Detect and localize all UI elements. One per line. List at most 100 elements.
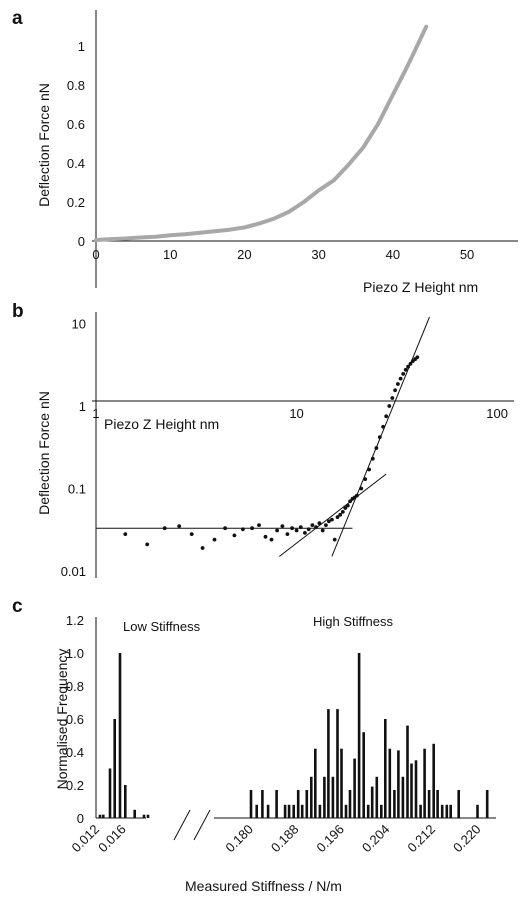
histogram-bar xyxy=(348,790,352,818)
data-point xyxy=(314,525,318,530)
data-point xyxy=(355,493,359,498)
panel-a-ticks: 0 10 20 30 40 50 0 0.2 0.4 0.6 0.8 1 xyxy=(67,39,474,262)
data-point xyxy=(177,524,182,528)
panel-c-ylabel: Normalised Frequency xyxy=(54,649,70,790)
histogram-bar xyxy=(296,790,300,818)
panel-c-xtick-label: 0.204 xyxy=(359,822,393,856)
data-point xyxy=(393,388,397,393)
histogram-bar xyxy=(393,790,396,818)
data-point xyxy=(377,435,382,439)
panel-a-ytick-label: 0 xyxy=(78,234,85,249)
data-point xyxy=(123,532,128,536)
data-point xyxy=(332,537,337,542)
panel-c: c Normalised Frequency Measured Stiffnes… xyxy=(12,596,496,894)
panel-a-xtick-label: 40 xyxy=(386,247,400,262)
data-point xyxy=(335,515,340,519)
data-point xyxy=(406,364,410,369)
data-point xyxy=(212,537,217,542)
panel-b-plot xyxy=(96,316,430,557)
data-point xyxy=(338,512,343,517)
histogram-bar xyxy=(384,719,387,818)
histogram-bar xyxy=(370,786,374,818)
histogram-bar xyxy=(344,804,348,818)
panel-a-xtick-label: 0 xyxy=(92,247,99,262)
panel-c-xtick-label: 0.220 xyxy=(450,822,484,856)
histogram-bar xyxy=(423,748,426,818)
panel-c-ytick-label: 0.2 xyxy=(66,778,84,793)
panel-c-plot xyxy=(98,653,489,819)
histogram-bar xyxy=(340,748,343,818)
histogram-bar xyxy=(353,758,356,818)
histogram-bar xyxy=(401,776,405,819)
data-point xyxy=(396,382,400,386)
panel-a-ytick-label: 0.8 xyxy=(67,78,85,93)
panel-c-xtick-label: 0.180 xyxy=(222,822,256,856)
histogram-bar xyxy=(255,804,258,818)
histogram-bar xyxy=(249,790,253,818)
histogram-bar xyxy=(336,709,339,818)
panel-b-xtick-label: 10 xyxy=(289,406,303,421)
histogram-bar xyxy=(300,804,304,818)
histogram-bar xyxy=(388,748,392,818)
data-point xyxy=(310,523,315,527)
histogram-bar xyxy=(310,776,313,819)
histogram-bar xyxy=(406,725,409,818)
histogram-bar xyxy=(457,790,460,818)
panel-c-xtick-label: 0.212 xyxy=(404,822,438,856)
panel-b-ticks: 1 10 100 10 1 0.1 0.01 xyxy=(61,317,508,579)
histogram-bar xyxy=(445,804,449,818)
panel-a-letter: a xyxy=(12,8,23,29)
data-point xyxy=(298,525,303,530)
data-point xyxy=(280,524,285,528)
axis-break-mark xyxy=(173,809,211,841)
histogram-bar xyxy=(102,814,105,818)
data-point xyxy=(189,532,194,536)
annotation-low-stiffness: Low Stiffness xyxy=(123,619,201,634)
histogram-bar xyxy=(327,709,330,818)
panel-b-ylabel: Deflection Force nN xyxy=(36,391,52,515)
histogram-bar xyxy=(314,748,317,818)
panel-c-ytick-label: 0.4 xyxy=(66,745,84,760)
histogram-bar xyxy=(283,804,287,818)
panel-a-plot xyxy=(94,24,429,242)
panel-a-ytick-label: 0.2 xyxy=(67,195,85,210)
panel-c-xlabel: Measured Stiffness / N/m xyxy=(185,878,342,894)
panel-a: a Deflection Force nN Piezo Z Height nm … xyxy=(12,8,518,295)
panel-c-ytick-label: 0 xyxy=(77,811,84,826)
data-point xyxy=(223,526,228,531)
histogram-bar xyxy=(118,653,122,818)
data-point xyxy=(327,519,331,524)
panel-a-ytick-label: 0.4 xyxy=(67,156,85,171)
histogram-bar xyxy=(261,790,264,818)
data-point xyxy=(285,532,290,536)
data-point xyxy=(408,361,413,366)
data-point xyxy=(343,506,348,510)
data-point xyxy=(345,503,350,508)
data-point xyxy=(403,367,408,372)
data-point xyxy=(263,534,268,539)
histogram-bar xyxy=(292,804,295,818)
histogram-bar xyxy=(432,743,435,819)
data-point xyxy=(374,446,379,450)
panel-b-ytick-label: 10 xyxy=(72,317,86,332)
panel-a-xtick-label: 30 xyxy=(311,247,325,262)
panel-b-xtick-label: 100 xyxy=(486,406,508,421)
data-point xyxy=(294,528,299,533)
histogram-bar xyxy=(419,804,422,818)
panel-a-xtick-label: 20 xyxy=(237,247,251,262)
data-point xyxy=(269,537,274,542)
panel-c-xtick-label: 0.016 xyxy=(95,822,129,856)
data-point xyxy=(257,523,261,527)
histogram-bar xyxy=(323,776,326,819)
data-point xyxy=(367,467,371,472)
panel-b-xtick-label: 1 xyxy=(92,406,99,421)
panel-a-xlabel: Piezo Z Height nm xyxy=(363,279,478,295)
histogram-bar xyxy=(485,790,489,818)
data-point xyxy=(324,523,328,527)
panel-a-ytick-label: 1 xyxy=(78,39,85,54)
panel-b-letter: b xyxy=(12,301,24,322)
data-point xyxy=(390,396,395,400)
histogram-bar xyxy=(380,804,383,818)
